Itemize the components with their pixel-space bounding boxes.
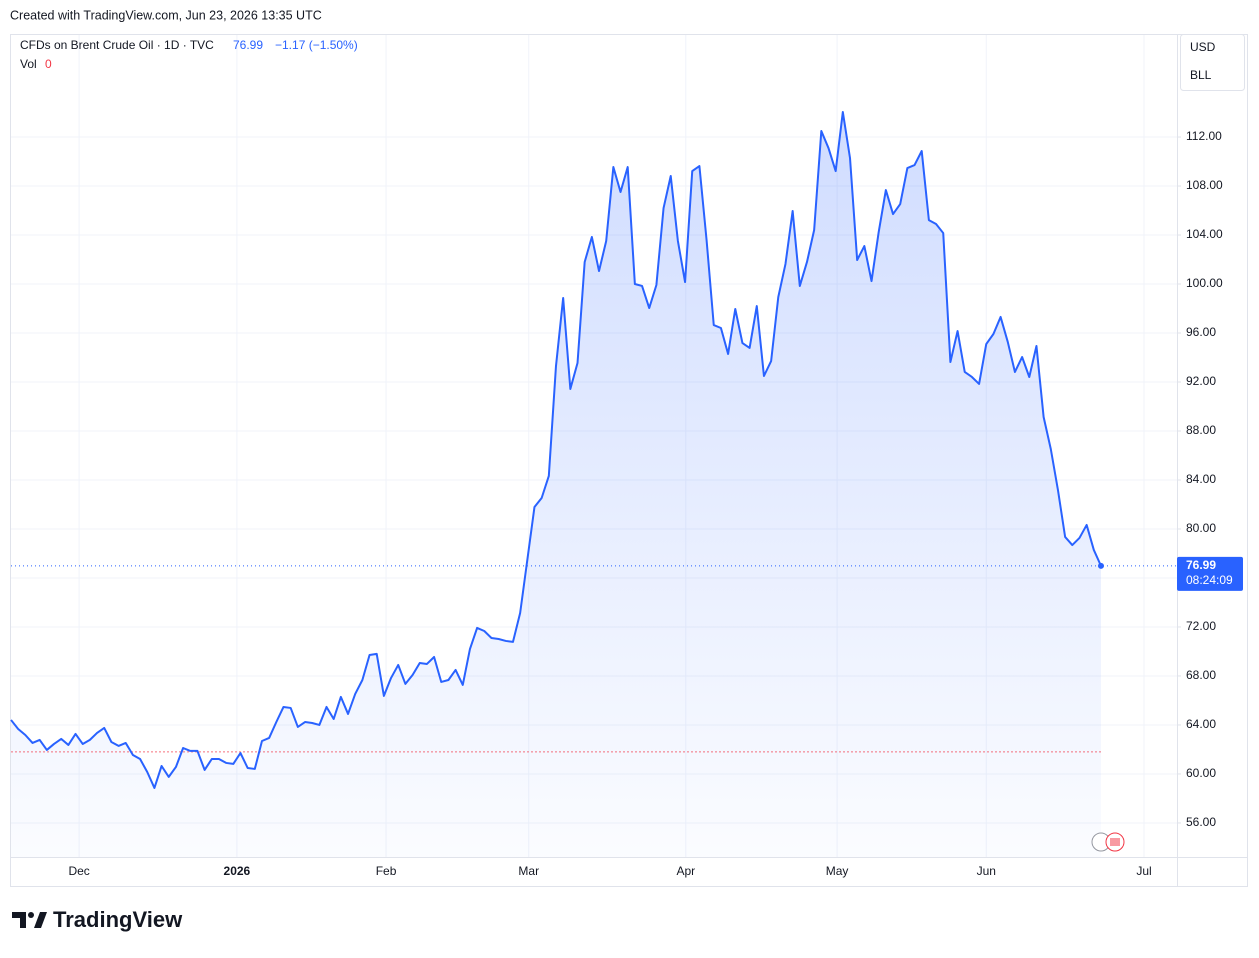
y-tick-label: 64.00 bbox=[1186, 717, 1216, 731]
legend-vol-label: Vol bbox=[20, 57, 37, 71]
x-tick-label: 2026 bbox=[224, 864, 251, 878]
y-tick-label: 112.00 bbox=[1186, 129, 1222, 143]
x-tick-label: Jul bbox=[1136, 864, 1151, 878]
y-tick-label: 92.00 bbox=[1186, 374, 1216, 388]
axes: 56.0060.0064.0068.0072.0076.0080.0084.00… bbox=[68, 129, 1243, 878]
x-tick-label: Dec bbox=[68, 864, 89, 878]
y-tick-label: 80.00 bbox=[1186, 521, 1216, 535]
currency-box[interactable] bbox=[1180, 34, 1245, 91]
brand: TradingView bbox=[53, 907, 183, 932]
unit[interactable]: BLL bbox=[1190, 68, 1212, 82]
plot bbox=[10, 111, 1177, 858]
x-tick-label: Mar bbox=[518, 864, 539, 878]
last-point bbox=[1097, 562, 1104, 569]
tv-logo bbox=[12, 912, 47, 928]
y-tick-label: 56.00 bbox=[1186, 815, 1216, 829]
legend-last: 76.99 bbox=[233, 38, 263, 52]
y-tick-label: 100.00 bbox=[1186, 276, 1223, 290]
market-icons bbox=[1091, 832, 1125, 852]
y-tick-label: 88.00 bbox=[1186, 423, 1216, 437]
y-tick-label: 60.00 bbox=[1186, 766, 1216, 780]
y-tick-label: 108.00 bbox=[1186, 178, 1223, 192]
y-tick-label: 68.00 bbox=[1186, 668, 1216, 682]
x-tick-label: Apr bbox=[676, 864, 695, 878]
y-tick-label: 72.00 bbox=[1186, 619, 1216, 633]
x-tick-label: Feb bbox=[376, 864, 397, 878]
x-tick-label: May bbox=[826, 864, 849, 878]
price-line bbox=[10, 111, 1102, 789]
area-fill bbox=[11, 112, 1101, 858]
legend-change: −1.17 (−1.50%) bbox=[275, 38, 358, 52]
y-tick-label: 104.00 bbox=[1186, 227, 1223, 241]
legend-symbol: CFDs on Brent Crude Oil · 1D · TVC bbox=[20, 38, 214, 52]
chart-frame bbox=[10, 34, 1248, 887]
last-price-tag bbox=[1177, 556, 1243, 591]
legend-vol-value: 0 bbox=[45, 57, 52, 71]
x-tick-label: Jun bbox=[977, 864, 996, 878]
created-note: Created with TradingView.com, Jun 23, 20… bbox=[10, 8, 322, 22]
y-tick-label: 84.00 bbox=[1186, 472, 1216, 486]
currency[interactable]: USD bbox=[1190, 40, 1216, 54]
last-price-label: 76.99 bbox=[1186, 558, 1216, 572]
countdown: 08:24:09 bbox=[1186, 573, 1233, 587]
y-tick-label: 96.00 bbox=[1186, 325, 1216, 339]
